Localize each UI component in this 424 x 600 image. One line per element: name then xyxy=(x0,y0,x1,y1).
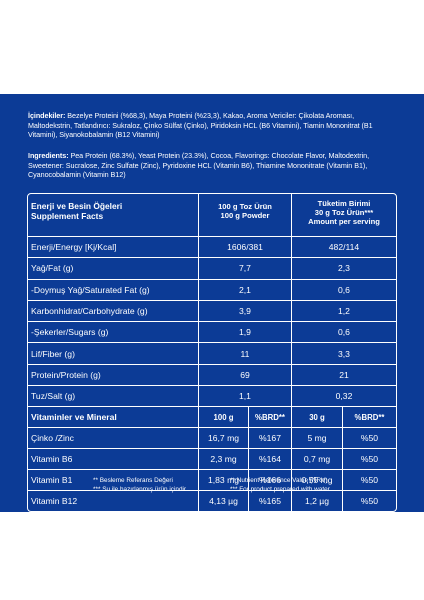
ingredients-tr-text: Bezelye Proteini (%68,3), Maya Proteini … xyxy=(28,111,373,140)
vitamin-per100: 4,13 µg xyxy=(198,490,248,511)
vitamin-brd-per100: %164 xyxy=(248,449,291,469)
vitamin-header-30g: 30 g xyxy=(291,407,342,428)
ingredients-turkish: İçindekiler: Bezelye Proteini (%68,3), M… xyxy=(28,111,398,140)
nutrient-per-serving: 482/114 xyxy=(291,237,396,258)
nutrient-per100: 1606/381 xyxy=(198,237,291,258)
vitamin-header: Vitaminler ve Mineral 100 g %BRD** 30 g … xyxy=(28,407,396,429)
nutrient-name: Karbonhidrat/Carbohydrate (g) xyxy=(31,306,148,317)
header-serving: Tüketim Birimi 30 g Toz Ürün*** Amount p… xyxy=(291,194,396,236)
nutrient-row: -Şekerler/Sugars (g) 1,9 0,6 xyxy=(28,322,396,344)
nutrient-per100: 3,9 xyxy=(198,300,291,322)
vitamin-rows: Çinko /Zinc 16,7 mg %167 5 mg %50 Vitamin B6 2… xyxy=(28,428,396,511)
ingredients-en-label: Ingredients: xyxy=(28,151,69,160)
nutrient-row: Yağ/Fat (g) 7,7 2,3 xyxy=(28,258,396,280)
nutrient-per-serving: 3,3 xyxy=(291,343,396,364)
nutrient-row: -Doymuş Yağ/Saturated Fat (g) 2,1 0,6 xyxy=(28,279,396,301)
vitamin-row: Çinko /Zinc 16,7 mg %167 5 mg %50 xyxy=(28,428,396,450)
vitamin-name: Vitamin B12 xyxy=(31,495,78,506)
footnote-left-1: ** Besleme Referans Değeri xyxy=(93,477,173,484)
footnote-turkish: ** Besleme Referans Değeri *** Su ile ha… xyxy=(93,477,187,494)
header-serving-line1: Tüketim Birimi xyxy=(317,199,371,208)
nutrient-per100: 11 xyxy=(198,343,291,364)
nutrient-per-serving: 21 xyxy=(291,364,396,386)
vitamin-per100: 16,7 mg xyxy=(198,428,248,449)
vitamin-per100: 1,83 mg xyxy=(198,469,248,490)
vitamin-name: Vitamin B6 xyxy=(31,454,73,465)
nutrient-per-serving: 0,32 xyxy=(291,386,396,407)
nutrient-per-serving: 1,2 xyxy=(291,300,396,322)
nutrient-row: Tuz/Salt (g) 1,1 0,32 xyxy=(28,386,396,408)
nutrient-name: -Şekerler/Sugars (g) xyxy=(31,327,109,338)
supplement-facts-table: Enerji ve Besin Öğeleri Supplement Facts… xyxy=(27,193,397,512)
nutrient-row: Enerji/Energy [Kj/Kcal] 1606/381 482/114 xyxy=(28,237,396,259)
nutrient-name: Enerji/Energy [Kj/Kcal] xyxy=(31,242,117,253)
header-serving-line3: Amount per serving xyxy=(308,217,380,226)
nutrient-row: Karbonhidrat/Carbohydrate (g) 3,9 1,2 xyxy=(28,300,396,323)
header-per100: 100 g Toz Ürün 100 g Powder xyxy=(198,194,291,236)
vitamin-per30: 5 mg xyxy=(291,428,342,449)
vitamin-brd-per30: %50 xyxy=(342,469,396,490)
vitamin-brd-per30: %50 xyxy=(342,490,396,511)
nutrient-per100: 7,7 xyxy=(198,258,291,279)
nutrient-per-serving: 0,6 xyxy=(291,279,396,300)
vitamin-brd-per100: %166 xyxy=(248,469,291,490)
footnote-english: ** Nutrient Reference Value (NRV) *** Fo… xyxy=(230,477,331,494)
vitamin-per100: 2,3 mg xyxy=(198,449,248,469)
vitamin-row: Vitamin B12 4,13 µg %165 1,2 µg %50 xyxy=(28,490,396,511)
header-per100-en: 100 g Powder xyxy=(220,211,270,220)
nutrient-name: Yağ/Fat (g) xyxy=(31,263,74,274)
ingredients-tr-label: İçindekiler: xyxy=(28,111,66,120)
vitamin-header-brd-100g: %BRD** xyxy=(248,407,291,428)
footnote-left-2: *** Su ile hazırlanmış ürün içindir. xyxy=(93,485,188,493)
footnote-right-1: ** Nutrient Reference Value (NRV) xyxy=(230,477,328,484)
vitamin-brd-per30: %50 xyxy=(342,449,396,469)
footnote-right-2: *** For product prepared with water. xyxy=(230,485,332,493)
ingredients-english: Ingredients: Pea Protein (68.3%), Yeast … xyxy=(28,151,398,180)
header-title: Enerji ve Besin Öğeleri Supplement Facts xyxy=(28,194,198,236)
nutrient-name: -Doymuş Yağ/Saturated Fat (g) xyxy=(31,284,150,295)
nutrient-rows: Enerji/Energy [Kj/Kcal] 1606/381 482/114 Ya… xyxy=(28,237,396,408)
nutrient-name: Protein/Protein (g) xyxy=(31,369,101,380)
header-per100-tr: 100 g Toz Ürün xyxy=(218,202,272,211)
nutrient-per-serving: 2,3 xyxy=(291,258,396,279)
vitamin-name: Çinko /Zinc xyxy=(31,433,74,444)
table-header: Enerji ve Besin Öğeleri Supplement Facts… xyxy=(28,194,396,237)
nutrient-name: Tuz/Salt (g) xyxy=(31,391,76,402)
vitamin-row: Vitamin B6 2,3 mg %164 0,7 mg %50 xyxy=(28,449,396,470)
nutrient-per100: 2,1 xyxy=(198,279,291,300)
nutrient-row: Protein/Protein (g) 69 21 xyxy=(28,364,396,387)
nutrient-name: Lif/Fiber (g) xyxy=(31,348,75,359)
vitamin-brd-per100: %165 xyxy=(248,490,291,511)
label-panel xyxy=(0,94,424,512)
nutrient-per100: 1,1 xyxy=(198,386,291,407)
vitamin-per30: 0,55 mg xyxy=(291,469,342,490)
header-serving-line2: 30 g Toz Ürün*** xyxy=(314,208,374,217)
vitamin-brd-per30: %50 xyxy=(342,428,396,449)
vitamin-name: Vitamin B1 xyxy=(31,474,73,485)
nutrient-per100: 69 xyxy=(198,364,291,386)
nutrient-row: Lif/Fiber (g) 11 3,3 xyxy=(28,343,396,365)
vitamin-header-name: Vitaminler ve Mineral xyxy=(31,412,117,423)
vitamin-brd-per100: %167 xyxy=(248,428,291,449)
header-title-tr: Enerji ve Besin Öğeleri xyxy=(31,201,123,211)
vitamin-header-brd-30g: %BRD** xyxy=(342,407,396,428)
ingredients-en-text: Pea Protein (68.3%), Yeast Protein (23.3… xyxy=(28,151,370,180)
vitamin-per30: 1,2 µg xyxy=(291,490,342,511)
nutrient-per100: 1,9 xyxy=(198,322,291,343)
nutrient-per-serving: 0,6 xyxy=(291,322,396,343)
vitamin-per30: 0,7 mg xyxy=(291,449,342,469)
vitamin-header-100g: 100 g xyxy=(198,407,248,428)
vitamin-row: Vitamin B1 1,83 mg %166 0,55 mg %50 xyxy=(28,469,396,491)
header-title-en: Supplement Facts xyxy=(31,210,104,221)
